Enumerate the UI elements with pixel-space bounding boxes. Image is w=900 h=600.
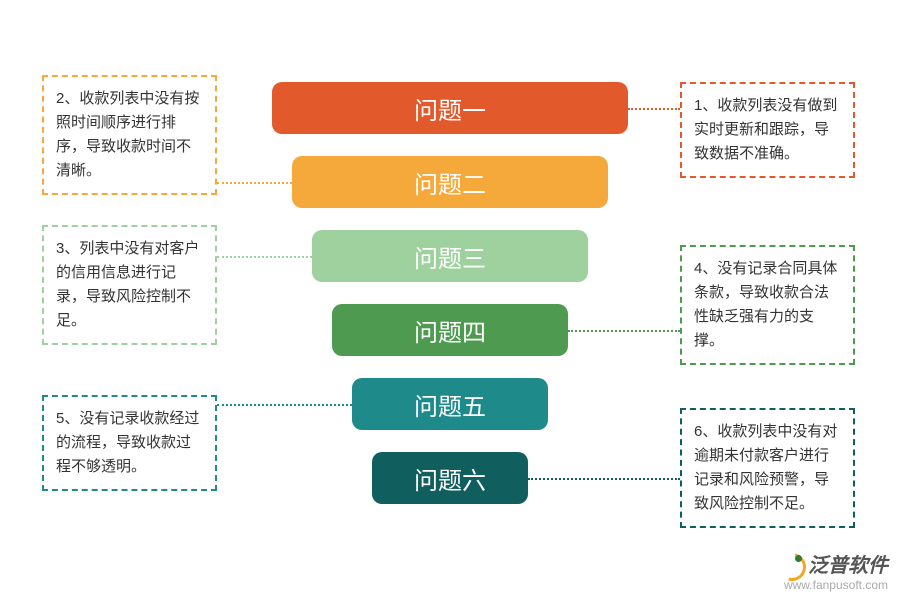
callout-box-5: 5、没有记录收款经过的流程，导致收款过程不够透明。: [42, 395, 217, 491]
callout-text: 3、列表中没有对客户的信用信息进行记录，导致风险控制不足。: [56, 240, 199, 329]
funnel-bar-label: 问题五: [414, 387, 486, 422]
connector-5: [217, 404, 352, 406]
callout-text: 6、收款列表中没有对逾期未付款客户进行记录和风险预警，导致风险控制不足。: [694, 423, 837, 512]
connector-4: [568, 330, 680, 332]
connector-3: [217, 256, 312, 258]
callout-box-6: 6、收款列表中没有对逾期未付款客户进行记录和风险预警，导致风险控制不足。: [680, 408, 855, 528]
callout-text: 5、没有记录收款经过的流程，导致收款过程不够透明。: [56, 410, 199, 475]
funnel-bar-2: 问题二: [292, 156, 608, 208]
callout-box-4: 4、没有记录合同具体条款，导致收款合法性缺乏强有力的支撑。: [680, 245, 855, 365]
callout-box-2: 2、收款列表中没有按照时间顺序进行排序，导致收款时间不清晰。: [42, 75, 217, 195]
funnel-bar-label: 问题三: [414, 239, 486, 274]
connector-2: [217, 182, 292, 184]
funnel-bar-label: 问题一: [414, 91, 486, 126]
funnel-bar-label: 问题六: [414, 461, 486, 496]
funnel-bar-3: 问题三: [312, 230, 588, 282]
funnel-bar-6: 问题六: [372, 452, 528, 504]
funnel-bar-5: 问题五: [352, 378, 548, 430]
funnel-bar-1: 问题一: [272, 82, 628, 134]
funnel-bar-4: 问题四: [332, 304, 568, 356]
funnel-bar-label: 问题四: [414, 313, 486, 348]
watermark-brand: 泛普软件: [778, 549, 888, 578]
funnel-bar-label: 问题二: [414, 165, 486, 200]
callout-text: 1、收款列表没有做到实时更新和跟踪，导致数据不准确。: [694, 97, 837, 162]
watermark: 泛普软件 www.fanpusoft.com: [778, 549, 888, 592]
callout-box-1: 1、收款列表没有做到实时更新和跟踪，导致数据不准确。: [680, 82, 855, 178]
connector-6: [528, 478, 680, 480]
logo-icon: [778, 553, 804, 575]
watermark-brand-text: 泛普软件: [808, 549, 888, 578]
callout-box-3: 3、列表中没有对客户的信用信息进行记录，导致风险控制不足。: [42, 225, 217, 345]
callout-text: 4、没有记录合同具体条款，导致收款合法性缺乏强有力的支撑。: [694, 260, 837, 349]
callout-text: 2、收款列表中没有按照时间顺序进行排序，导致收款时间不清晰。: [56, 90, 199, 179]
connector-1: [628, 108, 680, 110]
